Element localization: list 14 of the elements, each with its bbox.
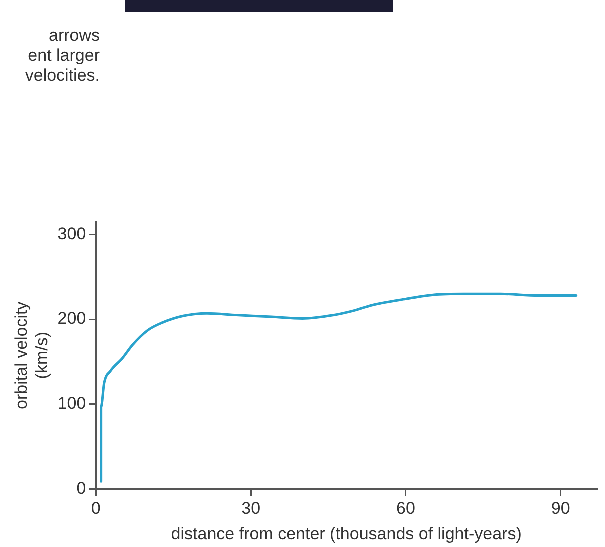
text: arrows	[48, 26, 100, 46]
x-tick-label: 60	[396, 499, 416, 518]
x-tick-label: 90	[551, 499, 570, 518]
x-axis-title: distance from center (thousands of light-years)	[171, 524, 522, 544]
y-axis-title: orbital velocity (km/s)	[12, 301, 52, 410]
text: velocities.	[24, 66, 100, 86]
y-tick-label: 100	[58, 394, 86, 414]
y-tick-label: 300	[58, 224, 86, 244]
y-tick-label: 200	[58, 309, 86, 328]
line-series	[100, 292, 578, 483]
y-tick-label: 0	[76, 478, 86, 498]
x-tick-label: 0	[91, 499, 101, 518]
x-tick-label: 30	[242, 499, 261, 518]
text: ent larger	[27, 46, 100, 66]
